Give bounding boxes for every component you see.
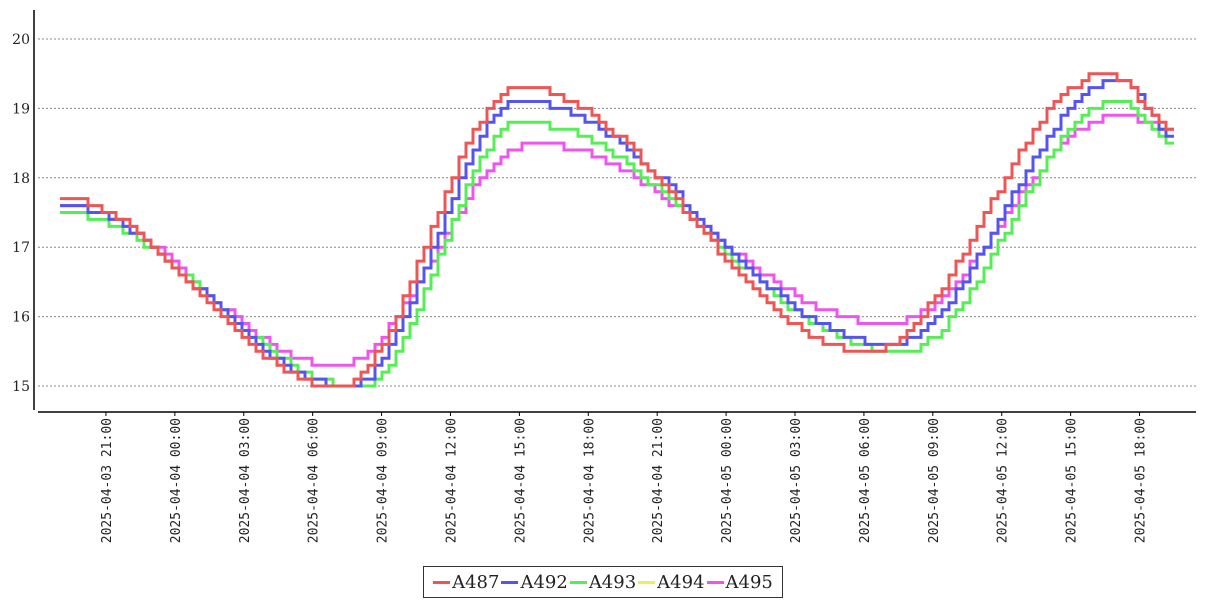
y-tick-label: 15	[12, 379, 30, 395]
y-tick-label: 20	[12, 32, 30, 48]
legend-item-a487: A487	[433, 572, 499, 593]
y-tick-label: 16	[12, 310, 30, 326]
legend-label: A493	[588, 571, 637, 593]
legend-item-a493: A493	[569, 571, 637, 593]
x-tick-label: 2025-04-04 06:00	[307, 418, 322, 543]
legend-swatch	[569, 580, 587, 584]
x-tick-label: 2025-04-04 15:00	[513, 418, 528, 543]
legend-swatch	[501, 580, 519, 584]
x-tick-label: 2025-04-04 12:00	[444, 418, 459, 543]
x-tick-label: 2025-04-05 03:00	[789, 418, 804, 543]
x-tick-label: 2025-04-05 06:00	[858, 418, 873, 543]
x-tick-label: 2025-04-05 18:00	[1134, 418, 1149, 543]
axes	[33, 10, 1196, 413]
legend-item-a492: A492	[501, 571, 568, 593]
series-line-a492	[60, 79, 1174, 388]
x-tick-label: 2025-04-05 12:00	[996, 418, 1011, 543]
x-tick-labels: 2025-04-03 21:00 2025-04-04 00:00 2025-04-…	[100, 412, 1149, 543]
x-tick-label: 2025-04-04 00:00	[169, 418, 184, 543]
x-tick-label: 2025-04-04 03:00	[238, 418, 253, 543]
x-tick-label: 2025-04-03 21:00	[100, 418, 115, 543]
legend-swatch	[638, 580, 656, 584]
y-tick-label: 18	[12, 171, 30, 187]
legend: A487 A492 A493 A494 A495	[423, 566, 783, 598]
x-tick-label: 2025-04-04 21:00	[651, 418, 666, 543]
series-line-a487	[60, 72, 1174, 388]
legend-item-a495: A495	[706, 571, 773, 593]
series-line-a495	[60, 113, 1174, 367]
x-tick-label: 2025-04-05 00:00	[720, 418, 735, 543]
legend-label: A492	[520, 571, 568, 593]
x-tick-label: 2025-04-04 09:00	[376, 418, 391, 543]
x-tick-label: 2025-04-04 18:00	[582, 418, 597, 543]
legend-label: A495	[725, 571, 773, 593]
legend-swatch	[706, 580, 724, 584]
legend-label: A494	[657, 571, 705, 593]
legend-label: A487	[452, 571, 500, 593]
y-tick-labels: 15 16 17 18 19 20	[12, 32, 30, 395]
gridlines	[38, 38, 1196, 387]
y-tick-label: 17	[12, 240, 30, 256]
series-lines	[60, 72, 1174, 388]
legend-item-a494: A494	[638, 571, 705, 593]
x-tick-label: 2025-04-05 15:00	[1065, 418, 1080, 543]
x-tick-label: 2025-04-05 09:00	[927, 418, 942, 543]
series-line-a493	[60, 100, 1174, 388]
y-tick-label: 19	[12, 101, 30, 117]
legend-swatch	[433, 580, 451, 584]
